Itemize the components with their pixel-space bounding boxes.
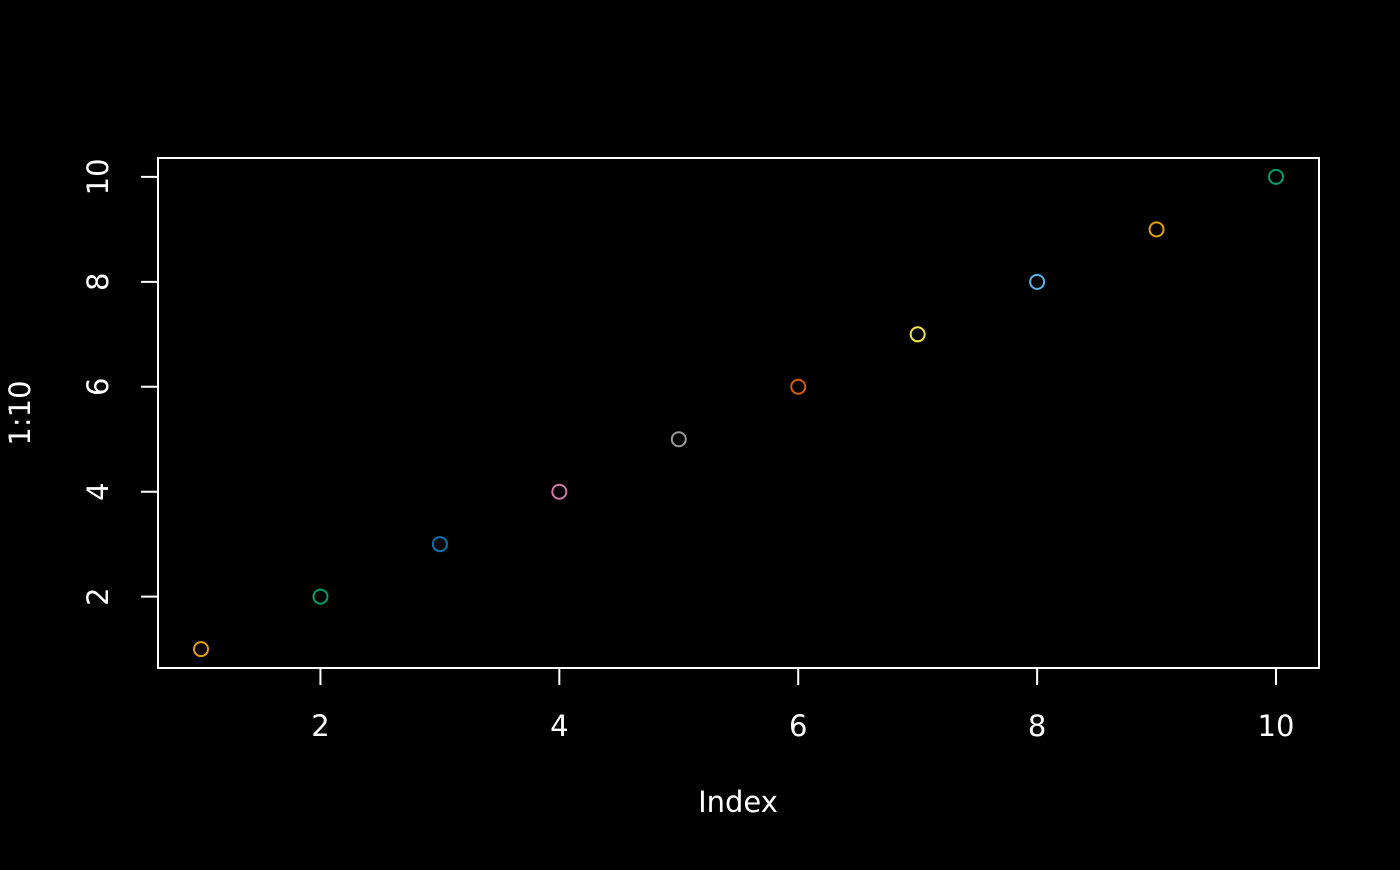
y-tick-label: 2 — [81, 587, 115, 605]
y-axis-label: 1:10 — [3, 380, 37, 445]
point — [431, 536, 448, 553]
x-tick-label: 6 — [789, 709, 807, 743]
y-tick-label: 8 — [81, 273, 115, 291]
point — [1029, 273, 1046, 290]
point — [1268, 168, 1284, 185]
x-tick-label: 2 — [311, 709, 329, 743]
point — [551, 483, 568, 500]
point — [790, 378, 807, 395]
plot-frame — [157, 157, 1320, 669]
point — [1148, 221, 1165, 238]
x-axis-label: Index — [698, 785, 778, 819]
point — [670, 431, 687, 448]
point — [909, 326, 926, 343]
y-tick-label: 4 — [81, 482, 115, 500]
x-tick-label: 8 — [1028, 709, 1046, 743]
point — [193, 641, 209, 658]
y-tick-label: 10 — [81, 158, 115, 195]
x-tick-label: 4 — [550, 709, 568, 743]
y-tick-label: 6 — [81, 378, 115, 396]
point — [312, 588, 329, 605]
x-tick-label: 10 — [1258, 709, 1295, 743]
